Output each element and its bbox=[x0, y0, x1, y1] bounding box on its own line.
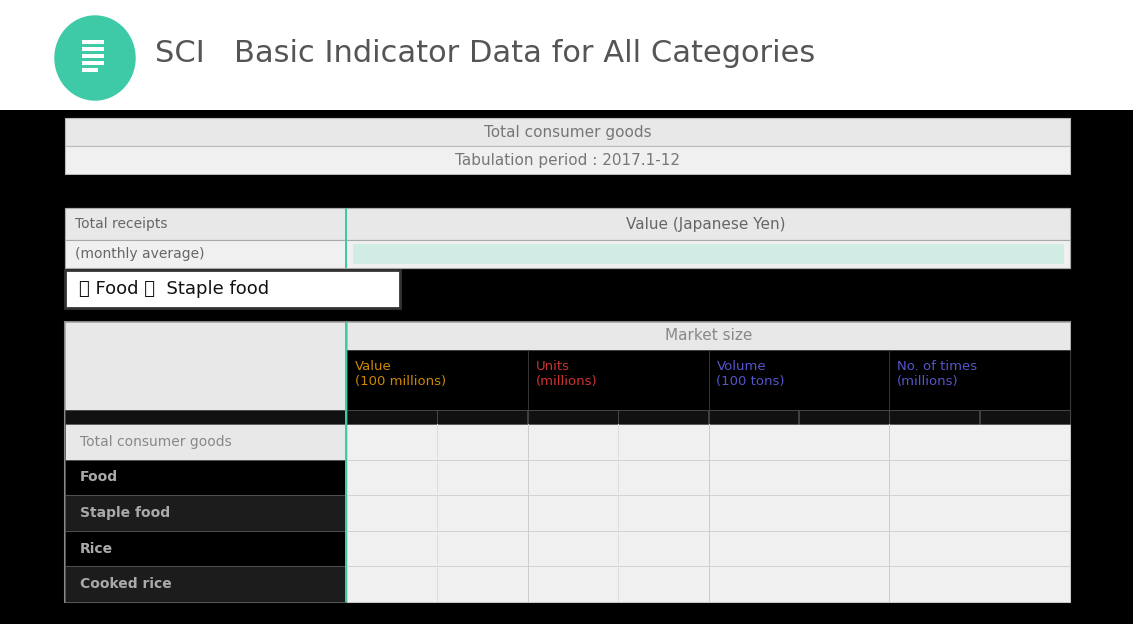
Bar bbox=[82, 68, 97, 72]
Bar bbox=[346, 208, 347, 268]
Text: Market size: Market size bbox=[665, 328, 752, 343]
Bar bbox=[82, 47, 104, 51]
Text: Total consumer goods: Total consumer goods bbox=[80, 435, 232, 449]
Bar bbox=[347, 495, 1070, 531]
Bar bbox=[65, 146, 1070, 174]
Bar bbox=[528, 410, 617, 424]
Text: Volume
(100 tons): Volume (100 tons) bbox=[716, 360, 785, 388]
Bar bbox=[65, 322, 1070, 602]
Text: Cooked rice: Cooked rice bbox=[80, 577, 172, 591]
Text: No. of times
(millions): No. of times (millions) bbox=[897, 360, 978, 388]
Bar bbox=[65, 460, 346, 495]
Bar bbox=[528, 350, 708, 410]
Text: Value
(100 millions): Value (100 millions) bbox=[355, 360, 446, 388]
Bar bbox=[65, 410, 346, 424]
Bar bbox=[82, 54, 104, 58]
Bar bbox=[708, 410, 799, 424]
Text: Total receipts: Total receipts bbox=[75, 217, 168, 231]
Bar bbox=[65, 118, 1070, 146]
Bar bbox=[347, 322, 1070, 350]
Bar bbox=[889, 410, 979, 424]
Bar bbox=[0, 0, 1133, 110]
Bar bbox=[437, 410, 527, 424]
Text: Food: Food bbox=[80, 470, 118, 484]
Bar bbox=[65, 495, 346, 531]
Bar bbox=[347, 410, 1070, 424]
Text: Total consumer goods: Total consumer goods bbox=[484, 125, 651, 140]
Bar bbox=[65, 208, 1070, 268]
Bar bbox=[347, 531, 1070, 567]
Bar bbox=[347, 424, 1070, 460]
Bar bbox=[65, 240, 1070, 268]
Bar bbox=[82, 40, 104, 44]
Text: Value (Japanese Yen): Value (Japanese Yen) bbox=[625, 217, 785, 232]
Text: Tabulation period : 2017.1-12: Tabulation period : 2017.1-12 bbox=[455, 152, 680, 167]
Text: Rice: Rice bbox=[80, 542, 113, 555]
Bar bbox=[980, 410, 1070, 424]
Bar bbox=[65, 270, 400, 308]
Bar bbox=[347, 460, 1070, 495]
Bar bbox=[708, 350, 889, 410]
Bar bbox=[0, 175, 1133, 200]
Bar bbox=[347, 350, 528, 410]
Bar bbox=[65, 208, 1070, 240]
Text: Staple food: Staple food bbox=[80, 506, 170, 520]
Text: Units
(millions): Units (millions) bbox=[536, 360, 597, 388]
Bar bbox=[65, 424, 346, 460]
Bar bbox=[65, 322, 346, 424]
Bar bbox=[65, 531, 346, 567]
Bar bbox=[619, 410, 708, 424]
Bar bbox=[82, 61, 104, 65]
Text: SCI   Basic Indicator Data for All Categories: SCI Basic Indicator Data for All Categor… bbox=[155, 39, 816, 67]
Bar bbox=[346, 322, 347, 602]
Text: 【 Food 】  Staple food: 【 Food 】 Staple food bbox=[79, 280, 270, 298]
Bar bbox=[347, 567, 1070, 602]
Bar bbox=[353, 244, 1064, 264]
Bar bbox=[889, 350, 1070, 410]
Text: (monthly average): (monthly average) bbox=[75, 247, 204, 261]
Bar bbox=[799, 410, 888, 424]
Bar bbox=[347, 410, 437, 424]
Ellipse shape bbox=[56, 16, 135, 100]
Bar bbox=[65, 567, 346, 602]
